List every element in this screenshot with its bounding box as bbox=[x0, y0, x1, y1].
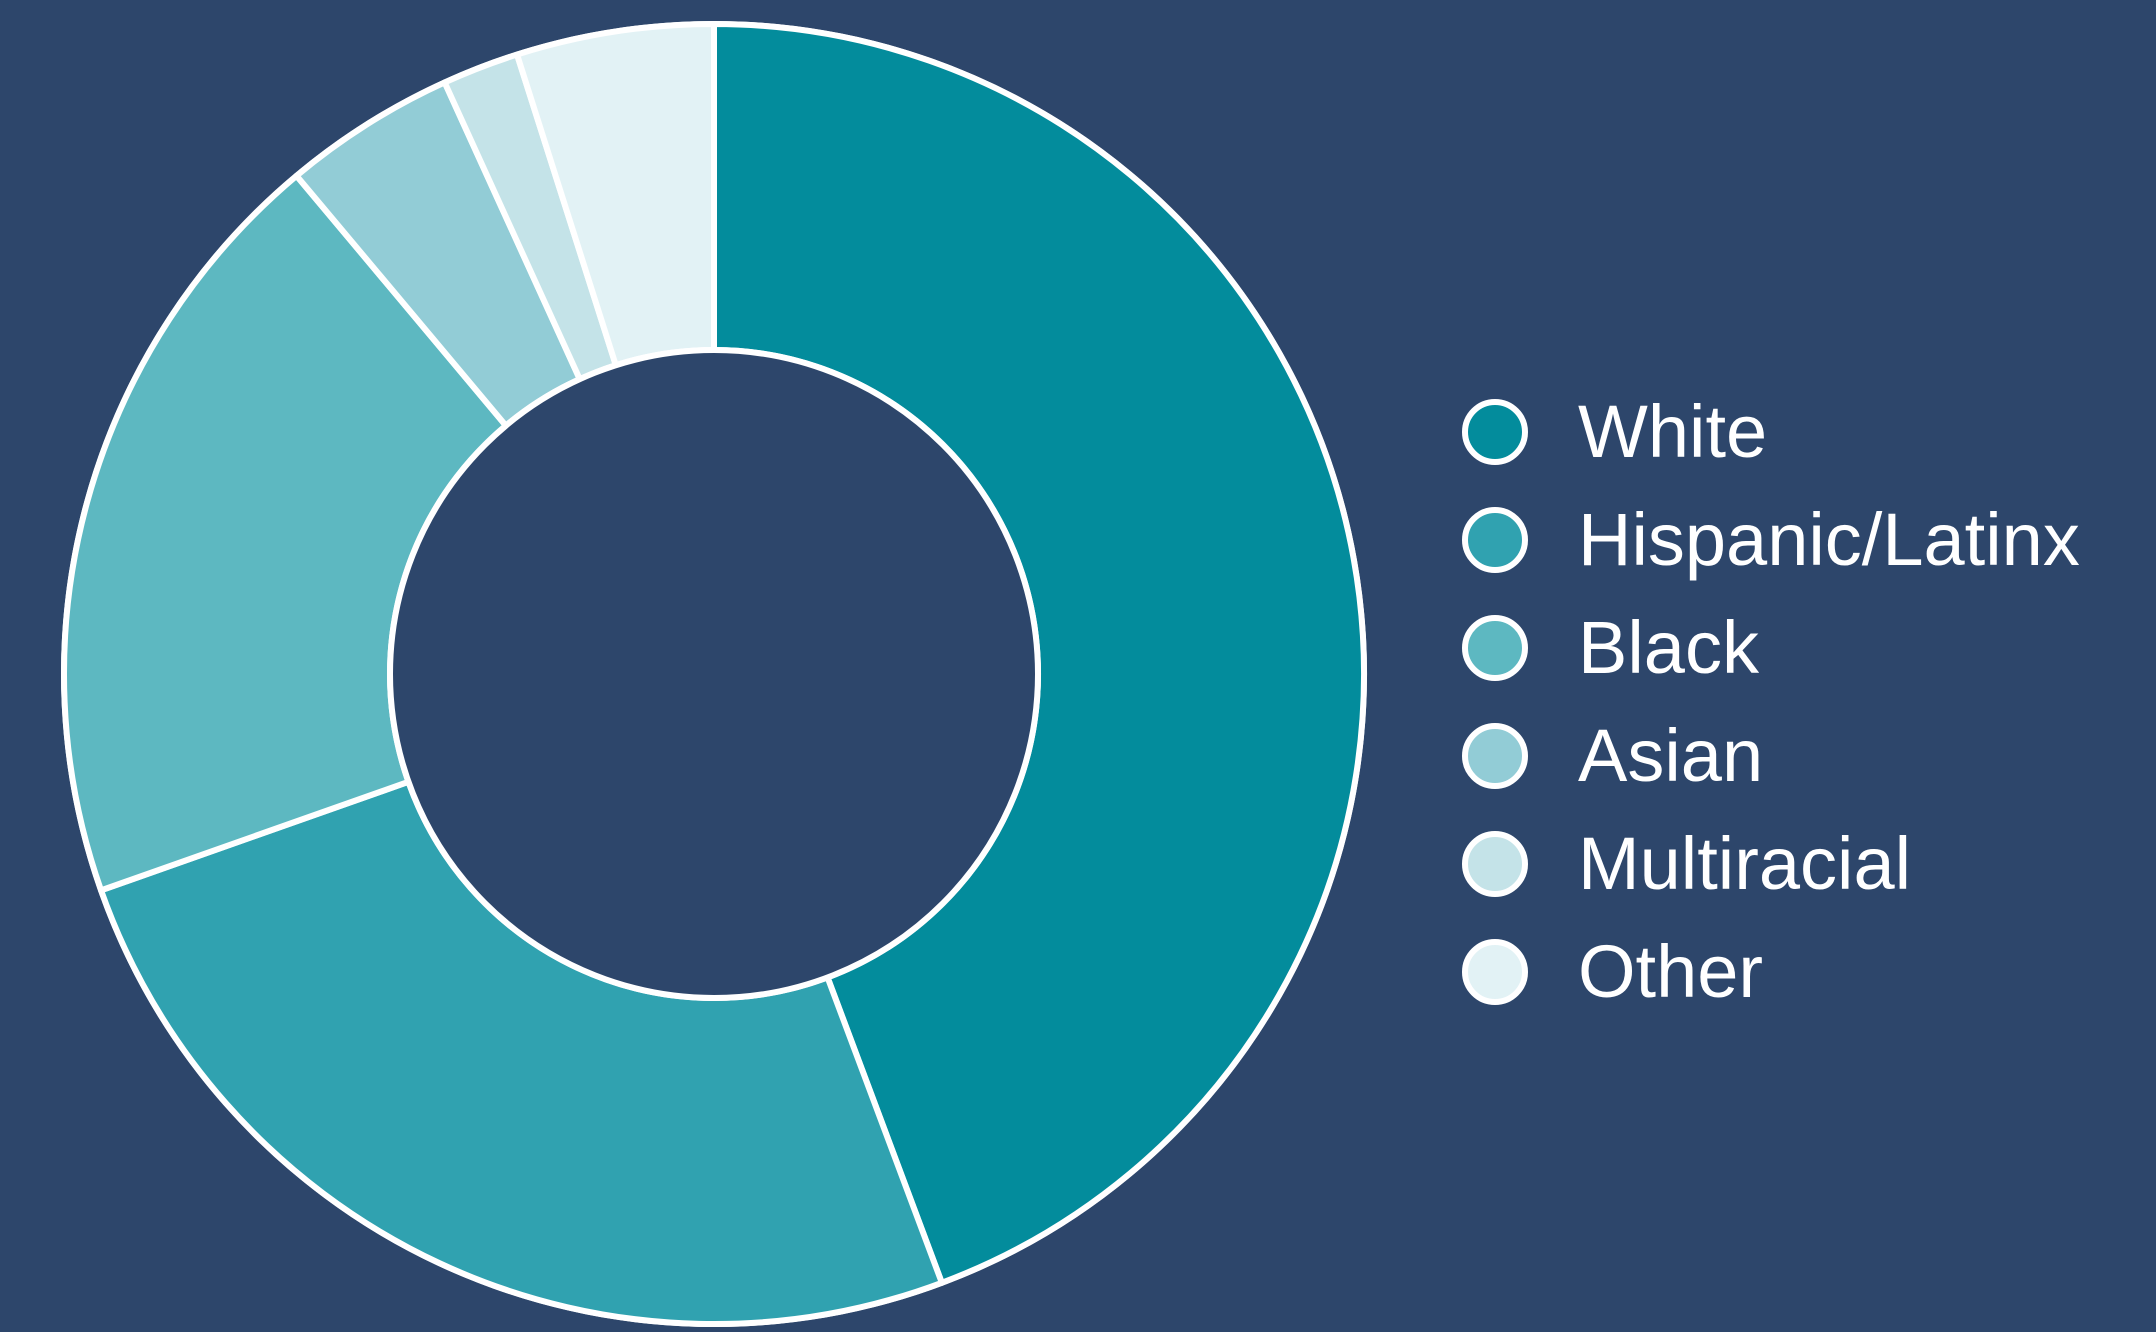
legend-item-black: Black bbox=[1462, 594, 2152, 702]
donut-hole bbox=[387, 347, 1041, 1001]
legend-swatch-hispanic-latinx bbox=[1462, 507, 1528, 573]
legend-item-hispanic-latinx: Hispanic/Latinx bbox=[1462, 486, 2152, 594]
legend-label-other: Other bbox=[1578, 930, 1764, 1013]
legend-label-black: Black bbox=[1578, 606, 1759, 689]
legend-label-white: White bbox=[1578, 390, 1768, 473]
legend-item-multiracial: Multiracial bbox=[1462, 810, 2152, 918]
legend-label-asian: Asian bbox=[1578, 714, 1764, 797]
legend: White Hispanic/Latinx Black Asian Multiracia… bbox=[1462, 378, 2152, 1026]
legend-swatch-asian bbox=[1462, 723, 1528, 789]
legend-item-other: Other bbox=[1462, 918, 2152, 1026]
legend-label-hispanic-latinx: Hispanic/Latinx bbox=[1578, 498, 2080, 581]
legend-swatch-multiracial bbox=[1462, 831, 1528, 897]
legend-item-asian: Asian bbox=[1462, 702, 2152, 810]
legend-label-multiracial: Multiracial bbox=[1578, 822, 1912, 905]
legend-item-white: White bbox=[1462, 378, 2152, 486]
legend-swatch-white bbox=[1462, 399, 1528, 465]
legend-swatch-other bbox=[1462, 939, 1528, 1005]
legend-swatch-black bbox=[1462, 615, 1528, 681]
